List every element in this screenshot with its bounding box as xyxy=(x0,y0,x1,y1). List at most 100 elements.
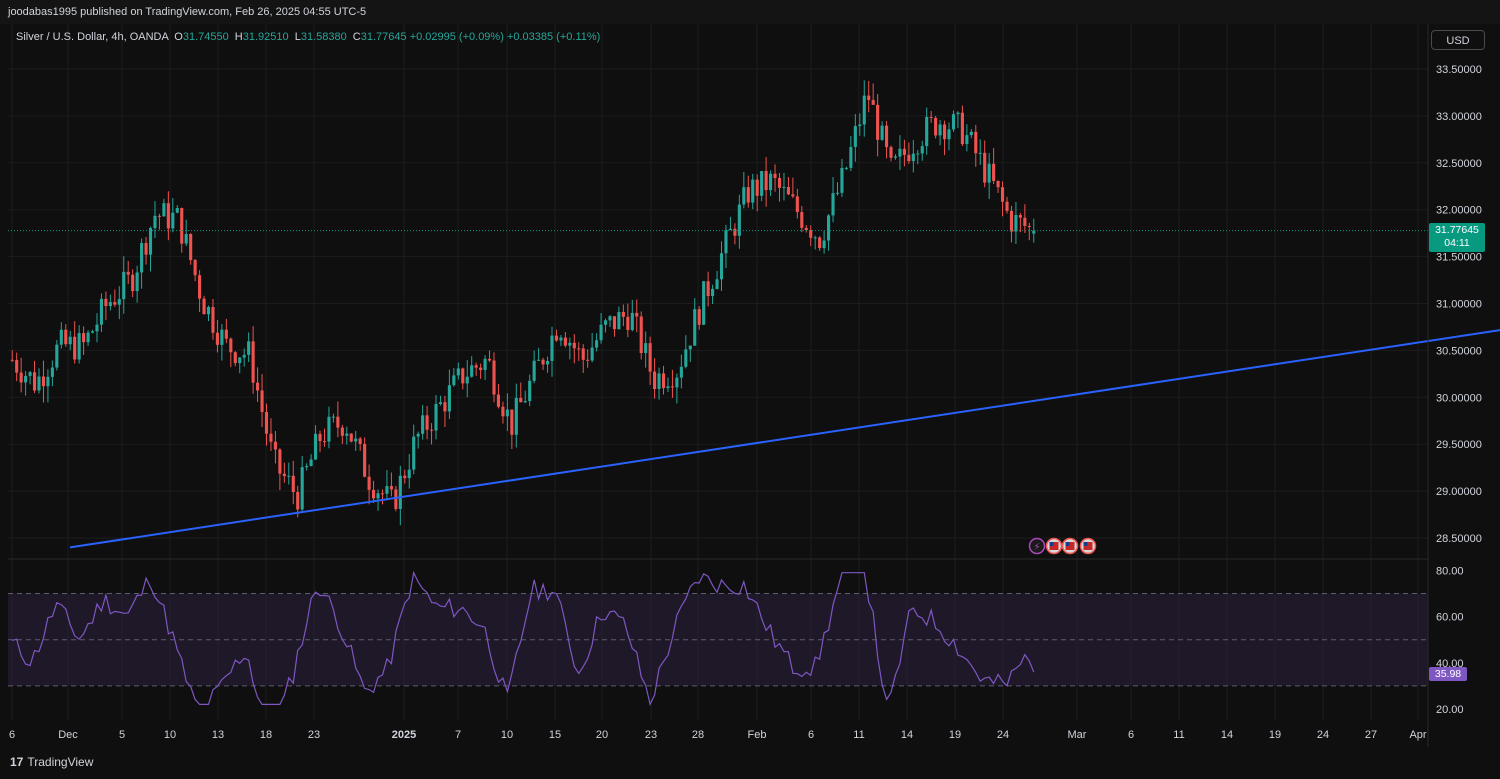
us-flag-event-icon xyxy=(1061,537,1079,555)
symbol-title: Silver / U.S. Dollar, 4h, OANDA xyxy=(16,31,169,43)
candle-body xyxy=(684,349,688,367)
candle-body xyxy=(180,207,184,244)
candle-body xyxy=(715,279,719,289)
time-tick-label: 6 xyxy=(9,729,15,741)
candle-body xyxy=(90,331,95,333)
candle-body xyxy=(528,380,532,402)
lightning-event-icon: ⚡ xyxy=(1028,537,1046,555)
candle-body xyxy=(1018,215,1022,218)
candle-body xyxy=(653,371,657,390)
candle-body xyxy=(938,124,942,136)
close-value: 31.77645 xyxy=(360,31,407,43)
time-tick-label: 10 xyxy=(501,729,513,741)
candle-body xyxy=(15,360,19,373)
candle-body xyxy=(706,281,710,297)
change-value-2: +0.03385 (+0.11%) xyxy=(506,31,601,43)
price-tick-label: 33.00000 xyxy=(1436,111,1482,123)
candle-body xyxy=(804,227,808,231)
trendline xyxy=(69,329,1500,549)
candle-body xyxy=(421,415,425,434)
time-tick-label: 11 xyxy=(1173,729,1184,741)
candle-body xyxy=(113,302,117,305)
candle-body xyxy=(711,288,715,297)
price-tick-label: 31.00000 xyxy=(1436,299,1482,311)
candle-body xyxy=(122,271,126,300)
time-tick-label: 19 xyxy=(1269,729,1281,741)
candle-body xyxy=(59,329,63,345)
candle-body xyxy=(568,342,572,346)
candle-body xyxy=(64,329,68,345)
candle-body xyxy=(599,324,603,341)
candle-body xyxy=(764,171,768,191)
tv-logo-icon: 17 xyxy=(10,755,24,769)
candle-body xyxy=(483,358,487,371)
candle-body xyxy=(577,348,581,350)
candle-body xyxy=(314,433,318,460)
candle-body xyxy=(380,493,385,495)
candle-body xyxy=(354,438,358,442)
candle-body xyxy=(590,347,594,361)
candle-body xyxy=(920,146,924,154)
grid-lines xyxy=(8,24,1428,720)
time-tick-label: Apr xyxy=(1409,729,1426,741)
candle-body xyxy=(73,336,77,360)
event-icons: ⚡ xyxy=(1028,537,1097,555)
candle-body xyxy=(898,148,902,157)
candle-body xyxy=(657,373,661,390)
open-label: O xyxy=(174,31,183,43)
symbol-legend: Silver / U.S. Dollar, 4h, OANDA O31.7455… xyxy=(16,31,600,43)
candle-body xyxy=(563,337,567,346)
candle-body xyxy=(983,152,987,183)
candle-body xyxy=(153,215,157,229)
candle-body xyxy=(675,377,679,388)
candle-body xyxy=(358,438,362,444)
candle-body xyxy=(184,233,188,244)
candle-body xyxy=(41,376,46,387)
candle-body xyxy=(171,212,175,229)
candle-body xyxy=(260,390,264,413)
published-info: joodabas1995 published on TradingView.co… xyxy=(8,6,367,18)
candle-body xyxy=(992,163,996,181)
candle-body xyxy=(523,401,527,403)
candle-body xyxy=(465,376,469,384)
candle-body xyxy=(336,416,340,428)
candle-body xyxy=(791,194,795,197)
brand-name: TradingView xyxy=(27,755,94,769)
candle-body xyxy=(545,360,550,365)
candle-body xyxy=(479,367,483,371)
candle-body xyxy=(809,230,813,238)
candle-body xyxy=(296,492,300,510)
candle-body xyxy=(965,135,969,145)
candle-body xyxy=(434,404,438,431)
candle-body xyxy=(157,215,162,217)
candle-body xyxy=(371,489,376,499)
time-tick-label: 24 xyxy=(1317,729,1329,741)
candle-body xyxy=(635,312,639,317)
time-tick-label: 14 xyxy=(901,729,913,741)
candle-body xyxy=(648,343,652,372)
candle-body xyxy=(1009,210,1014,232)
candle-body xyxy=(559,337,563,341)
candle-body xyxy=(777,177,782,188)
rsi-value-tag: 35.98 xyxy=(1429,667,1467,681)
candle-body xyxy=(117,299,121,305)
time-tick-label: 23 xyxy=(308,729,320,741)
candle-body xyxy=(666,386,670,389)
price-tick-label: 30.50000 xyxy=(1436,345,1482,357)
candle-body xyxy=(639,316,643,354)
tradingview-logo[interactable]: 17 TradingView xyxy=(10,755,93,769)
candle-body xyxy=(224,329,228,339)
candle-body xyxy=(501,406,505,417)
time-axis-labels: 6 Dec 5 10 13 18 23 2025 7 10 15 20 23 28 Feb 6 11 14 19 24… xyxy=(9,729,1427,741)
candle-body xyxy=(376,493,380,499)
candle-body xyxy=(661,373,666,389)
rsi-band-lines xyxy=(8,593,1428,687)
currency-button[interactable]: USD xyxy=(1431,30,1485,50)
candle-body xyxy=(456,368,460,376)
time-tick-label: 6 xyxy=(808,729,814,741)
candle-body xyxy=(724,230,728,254)
candle-body xyxy=(331,416,335,418)
candle-body xyxy=(189,233,193,261)
time-tick-label: 24 xyxy=(997,729,1009,741)
